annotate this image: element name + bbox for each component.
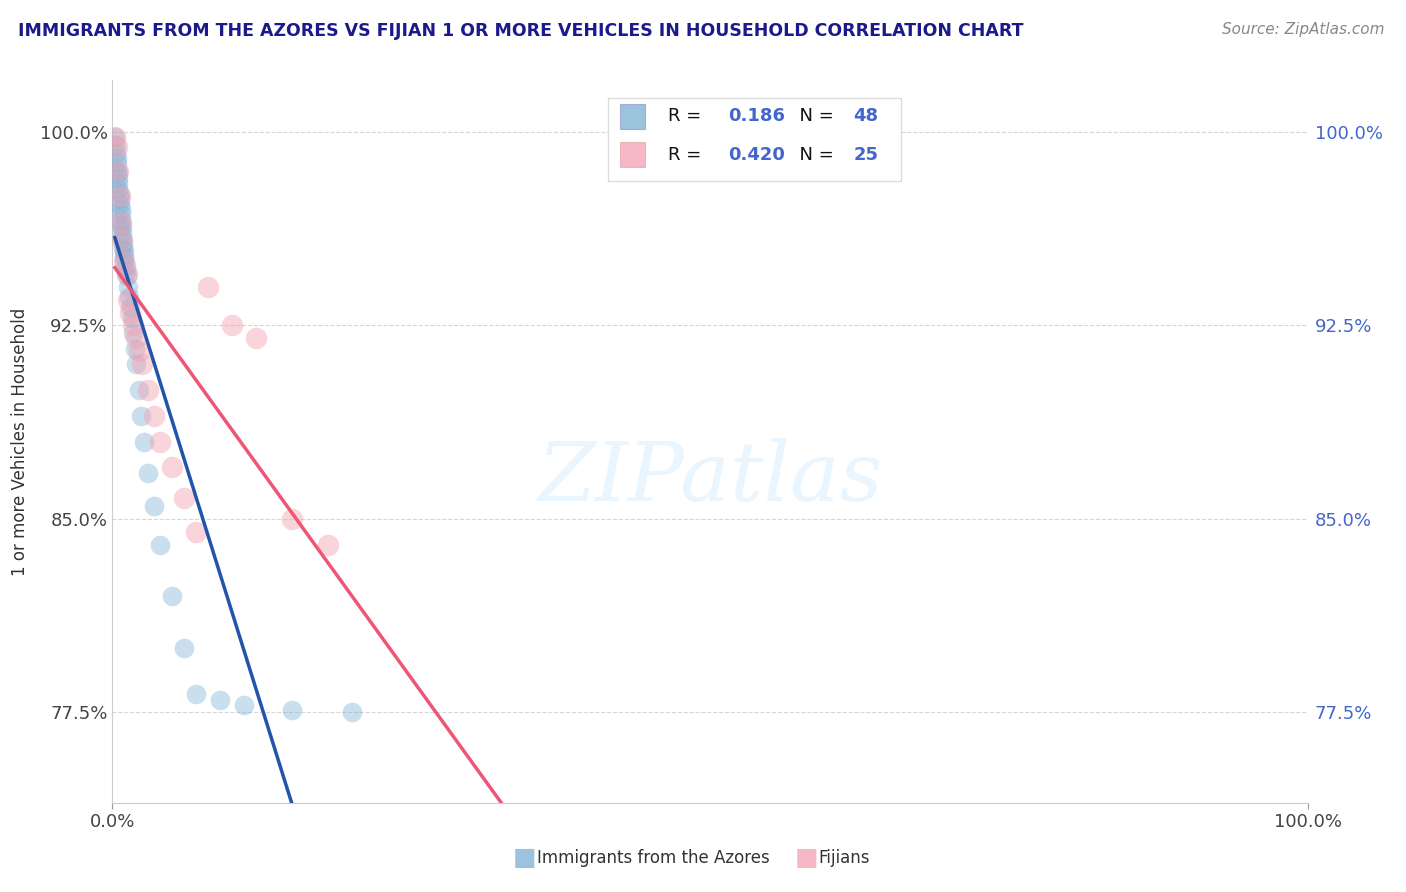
Point (114, 259, 136, 273)
FancyBboxPatch shape (620, 103, 645, 129)
Point (114, 264, 136, 278)
Point (281, 703, 304, 717)
Point (143, 499, 166, 513)
Point (124, 342, 146, 356)
Point (108, 197, 131, 211)
Point (209, 692, 232, 706)
Y-axis label: 1 or more Vehicles in Household: 1 or more Vehicles in Household (10, 308, 28, 575)
Point (186, 524, 208, 539)
Text: ZIPatlas: ZIPatlas (537, 438, 883, 517)
Point (149, 434, 172, 449)
Point (105, 145, 128, 160)
Text: Immigrants from the Azores: Immigrants from the Azores (537, 849, 770, 867)
Point (120, 305, 142, 319)
Point (107, 177, 129, 191)
Point (138, 466, 160, 480)
Point (105, 163, 128, 178)
Point (221, 318, 243, 333)
Point (108, 186, 131, 201)
Text: ■: ■ (794, 847, 818, 870)
Point (197, 279, 219, 293)
Point (186, 687, 208, 701)
Point (110, 212, 132, 227)
Point (149, 538, 172, 552)
Point (281, 512, 304, 526)
Point (340, 706, 363, 720)
Point (111, 230, 134, 244)
Point (129, 409, 152, 423)
Text: R =: R = (668, 145, 707, 164)
Text: N =: N = (787, 145, 839, 164)
Point (121, 310, 143, 325)
Point (105, 151, 128, 165)
Point (107, 182, 129, 196)
Point (111, 233, 134, 247)
Point (117, 293, 139, 307)
Text: ■: ■ (513, 847, 537, 870)
Point (111, 220, 134, 235)
Point (114, 254, 135, 268)
Point (173, 640, 195, 655)
Point (104, 130, 127, 145)
Point (115, 269, 138, 284)
Point (105, 156, 128, 170)
Point (108, 192, 131, 206)
Point (111, 226, 134, 240)
Point (138, 383, 160, 397)
Point (118, 290, 141, 304)
Text: 0.420: 0.420 (728, 145, 785, 164)
Point (110, 207, 132, 221)
Point (104, 130, 127, 145)
Point (121, 326, 143, 341)
Point (107, 171, 129, 186)
Point (105, 137, 128, 152)
Point (162, 460, 183, 475)
Text: Fijians: Fijians (818, 849, 870, 867)
Point (245, 331, 267, 345)
Text: 25: 25 (853, 145, 879, 164)
Text: R =: R = (668, 107, 707, 126)
Point (114, 244, 135, 258)
Text: 48: 48 (853, 107, 879, 126)
Point (112, 241, 135, 255)
Point (114, 249, 135, 263)
Point (110, 218, 132, 232)
Point (162, 590, 183, 604)
Point (120, 301, 142, 315)
Point (110, 202, 132, 217)
Point (108, 189, 131, 203)
Point (173, 491, 195, 506)
Text: Source: ZipAtlas.com: Source: ZipAtlas.com (1222, 22, 1385, 37)
Point (112, 235, 135, 250)
Point (128, 344, 150, 359)
Point (233, 698, 256, 712)
FancyBboxPatch shape (609, 98, 901, 181)
Point (105, 140, 128, 154)
Point (125, 357, 148, 371)
Point (125, 331, 148, 345)
Text: N =: N = (787, 107, 839, 126)
Point (132, 434, 155, 449)
Point (107, 163, 129, 178)
FancyBboxPatch shape (620, 142, 645, 168)
Point (121, 318, 143, 333)
Point (117, 279, 139, 293)
Text: IMMIGRANTS FROM THE AZORES VS FIJIAN 1 OR MORE VEHICLES IN HOUSEHOLD CORRELATION: IMMIGRANTS FROM THE AZORES VS FIJIAN 1 O… (18, 22, 1024, 40)
Text: 0.186: 0.186 (728, 107, 785, 126)
Point (114, 254, 135, 268)
Point (107, 166, 129, 180)
Point (316, 538, 339, 552)
Point (115, 267, 138, 281)
Point (143, 409, 166, 423)
Point (128, 383, 150, 397)
Point (110, 215, 132, 229)
Point (131, 357, 153, 371)
